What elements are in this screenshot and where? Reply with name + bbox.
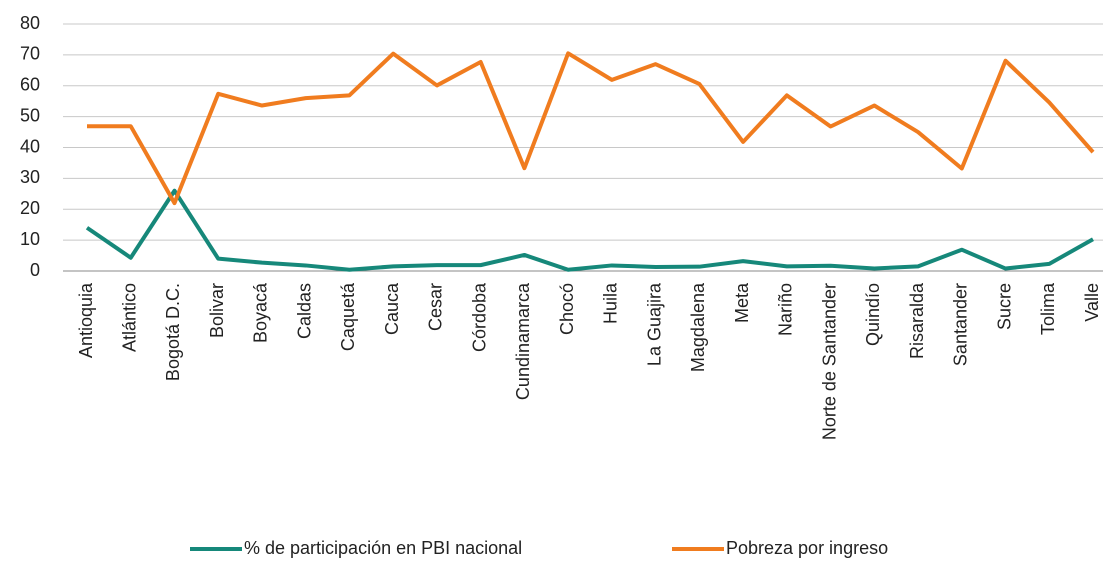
- x-tick-label: Meta: [732, 282, 752, 323]
- x-tick-label: Santander: [951, 283, 971, 366]
- x-tick-label: Valle: [1082, 283, 1102, 322]
- y-tick-label: 80: [20, 13, 40, 33]
- y-tick-label: 10: [20, 229, 40, 249]
- x-tick-label: Córdoba: [469, 282, 489, 352]
- y-tick-label: 40: [20, 136, 40, 156]
- y-tick-label: 0: [30, 260, 40, 280]
- x-tick-label: Antioquia: [76, 282, 96, 358]
- x-tick-label: Norte de Santander: [819, 283, 839, 440]
- line-series: [85, 188, 1094, 272]
- x-tick-label: Tolima: [1038, 282, 1058, 335]
- legend-label: % de participación en PBI nacional: [244, 538, 522, 558]
- x-tick-label: Quindío: [863, 283, 883, 346]
- line-series: [87, 51, 1095, 206]
- x-tick-label: Bogotá D.C.: [163, 283, 183, 381]
- y-tick-label: 20: [20, 198, 40, 218]
- y-tick-label: 50: [20, 105, 40, 125]
- y-tick-label: 70: [20, 44, 40, 64]
- x-tick-label: Cesar: [426, 283, 446, 331]
- x-tick-label: Nariño: [776, 283, 796, 336]
- x-tick-label: Bolivar: [207, 283, 227, 338]
- x-tick-label: Chocó: [557, 283, 577, 335]
- x-tick-label: Cundinamarca: [513, 282, 533, 400]
- legend-label: Pobreza por ingreso: [726, 538, 888, 558]
- x-tick-label: La Guajira: [644, 282, 664, 366]
- x-tick-label: Cauca: [382, 282, 402, 335]
- x-tick-label: Atlántico: [119, 283, 139, 352]
- x-tick-label: Huila: [601, 282, 621, 324]
- y-tick-label: 30: [20, 167, 40, 187]
- x-tick-label: Caldas: [294, 283, 314, 339]
- x-tick-label: Caquetá: [338, 282, 358, 351]
- y-tick-label: 60: [20, 75, 40, 95]
- x-tick-label: Sucre: [994, 283, 1014, 330]
- x-tick-label: Risaralda: [907, 282, 927, 359]
- x-tick-label: Magdalena: [688, 282, 708, 372]
- x-tick-label: Boyacá: [251, 282, 271, 343]
